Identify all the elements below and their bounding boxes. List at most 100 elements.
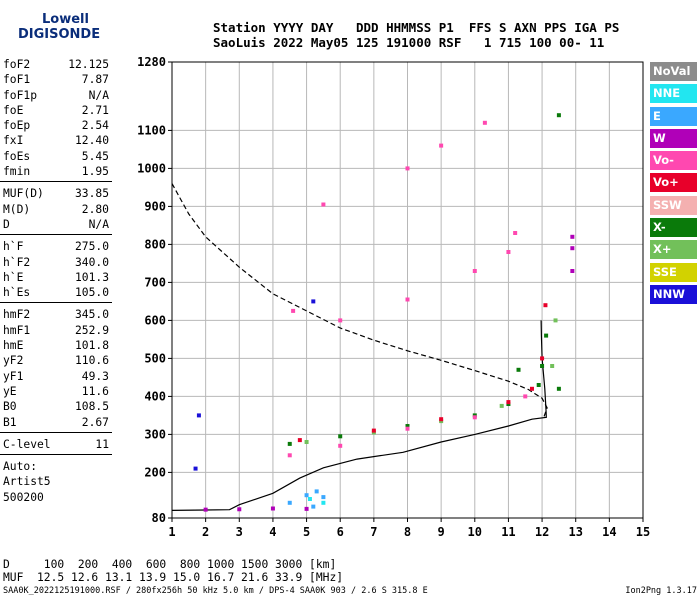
param-label: foEp (3, 119, 31, 133)
data-point (287, 453, 292, 458)
logo-line-1: Lowell (42, 12, 89, 27)
data-point (314, 489, 319, 494)
param-label: hmF1 (3, 323, 31, 337)
y-tick-label: 800 (144, 237, 166, 251)
data-point (311, 299, 316, 304)
param-row: fmin 1.95 (0, 164, 112, 179)
data-point (193, 466, 198, 471)
param-label: B1 (3, 415, 17, 429)
param-value: 252.9 (74, 323, 109, 337)
param-label: yF2 (3, 354, 24, 368)
x-tick-label: 13 (568, 525, 582, 539)
data-point (297, 438, 302, 443)
data-point (287, 500, 292, 505)
param-row: B0 108.5 (0, 399, 112, 414)
param-row: MUF(D) 33.85 (0, 186, 112, 201)
data-point (553, 318, 558, 323)
param-label: fxI (3, 134, 24, 148)
param-label: h`E (3, 270, 24, 284)
param-value: 101.8 (74, 339, 109, 353)
footer-info: SAA0K_2022125191000.RSF / 280fx256h 50 k… (3, 586, 428, 596)
param-value: 5.45 (81, 149, 109, 163)
data-point (506, 250, 511, 254)
param-label: B0 (3, 400, 17, 414)
header-line-1: Station YYYY DAY DDD HHMMSS P1 FFS S AXN… (213, 20, 620, 35)
muf-table-muf: MUF 12.5 12.6 13.1 13.9 15.0 16.7 21.6 3… (3, 571, 344, 584)
data-point (506, 400, 511, 405)
header-line-2: SaoLuis 2022 May05 125 191000 RSF 1 715 … (213, 35, 605, 50)
data-point (556, 113, 561, 118)
param-value: 340.0 (74, 255, 109, 269)
param-row: yF2 110.6 (0, 353, 112, 368)
legend-item: W (650, 128, 697, 148)
param-value: 1.95 (81, 165, 109, 179)
chart-axes: 1 2 3 4 5 6 7 8 9 10 11 12 13 14 158020030040050060070… (137, 55, 650, 539)
param-label: foEs (3, 149, 31, 163)
legend-item: SSW (650, 195, 697, 215)
data-point (338, 318, 343, 323)
param-row: yE 11.6 (0, 384, 112, 399)
param-value: 11 (95, 437, 109, 451)
param-row: foF2 12.125 (0, 57, 112, 72)
legend-item: E (650, 106, 697, 126)
param-row: yF1 49.3 (0, 369, 112, 384)
param-separator (0, 454, 112, 457)
param-label: C-level (3, 437, 51, 451)
param-separator (0, 234, 112, 237)
y-tick-label: 500 (144, 351, 166, 365)
param-row: D N/A (0, 217, 112, 232)
chart-curves (171, 183, 548, 511)
chart-points (193, 113, 575, 512)
y-tick-label: 300 (144, 427, 166, 441)
param-row: foE 2.71 (0, 103, 112, 118)
footer: SAA0K_2022125191000.RSF / 280fx256h 50 k… (3, 586, 697, 596)
param-separator (0, 431, 112, 435)
y-tick-label: 600 (144, 313, 166, 327)
data-point (540, 364, 545, 368)
data-point (499, 403, 504, 408)
param-row: hmF2 345.0 (0, 307, 112, 322)
param-label: fmin (3, 165, 31, 179)
data-point (338, 443, 343, 448)
data-point (321, 500, 326, 505)
param-value: 2.67 (81, 415, 109, 429)
parameter-panel: foF2 12.125 foF1 7.87 foF1p N/A foE 2.71 foEp 2.5… (0, 57, 112, 505)
x-tick-label: 3 (236, 525, 243, 539)
param-row: M(D) 2.80 (0, 202, 112, 217)
param-row: hmF1 252.9 (0, 323, 112, 338)
param-label: M(D) (3, 202, 31, 216)
x-tick-label: 8 (404, 525, 411, 539)
station-header: Station YYYY DAY DDD HHMMSS P1 FFS S AXN… (213, 20, 619, 50)
param-value: 12.40 (74, 134, 109, 148)
param-value: N/A (88, 217, 109, 231)
data-point (270, 506, 275, 511)
param-label: hmE (3, 339, 24, 353)
data-point (405, 166, 410, 171)
legend-item: X+ (650, 240, 697, 260)
x-tick-label: 9 (438, 525, 445, 539)
param-value: 11.6 (81, 384, 109, 398)
param-row: foEp 2.54 (0, 118, 112, 133)
param-row: h`Es 105.0 (0, 285, 112, 300)
param-text: Auto: (3, 460, 38, 474)
curve-profile (171, 320, 547, 511)
data-point (291, 308, 296, 313)
param-value: 33.85 (74, 187, 109, 201)
legend-item: Vo+ (650, 173, 697, 193)
param-label: foE (3, 103, 24, 117)
data-point (439, 143, 444, 148)
param-row: foF1 7.87 (0, 72, 112, 87)
param-row: foF1p N/A (0, 88, 112, 103)
param-value: 108.5 (74, 400, 109, 414)
legend: NoVal NNE E W Vo- Vo+ SSW X- X+ SSE NNW (650, 62, 697, 307)
param-value: 345.0 (74, 308, 109, 322)
legend-item: Vo- (650, 151, 697, 171)
x-tick-label: 7 (370, 525, 377, 539)
data-point (237, 507, 242, 512)
data-point (482, 120, 487, 125)
param-label: foF1 (3, 73, 31, 87)
param-text: Artist5 (3, 475, 51, 489)
param-row: h`E 101.3 (0, 270, 112, 285)
muf-table-distance: D 100 200 400 600 800 1000 1500 3000 [km… (3, 558, 337, 571)
